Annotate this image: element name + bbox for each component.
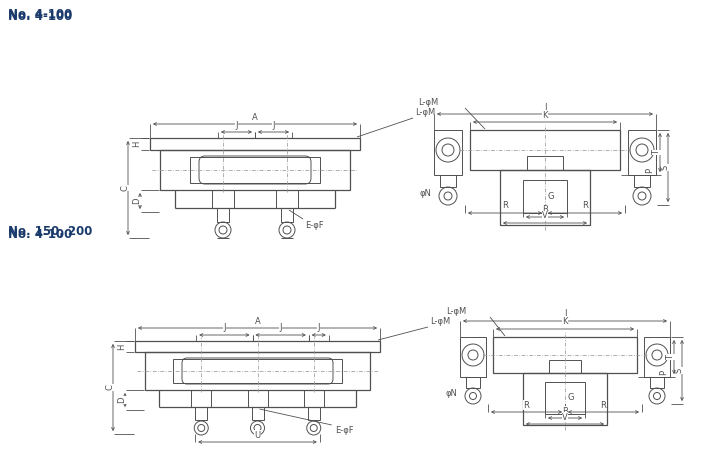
Text: K: K — [542, 111, 548, 120]
Text: φN: φN — [419, 189, 431, 198]
Text: C: C — [106, 385, 114, 391]
Bar — [190, 157, 320, 183]
Text: J: J — [318, 324, 320, 333]
Bar — [527, 156, 563, 170]
Text: A: A — [252, 112, 258, 122]
Bar — [150, 138, 360, 150]
Bar — [440, 175, 456, 187]
Bar — [634, 175, 650, 187]
Text: E-φF: E-φF — [335, 426, 353, 435]
Text: J: J — [279, 324, 282, 333]
Text: φN: φN — [445, 388, 457, 397]
Text: P: P — [659, 369, 669, 374]
Text: I: I — [544, 103, 546, 112]
Text: D: D — [118, 397, 126, 403]
Bar — [466, 377, 480, 388]
Bar — [523, 373, 607, 425]
Text: D: D — [133, 198, 142, 204]
Text: R: R — [582, 202, 588, 211]
Bar — [217, 208, 229, 222]
Text: No. 150, 200: No. 150, 200 — [8, 225, 92, 238]
Bar — [308, 407, 320, 420]
Text: L-φM: L-φM — [430, 317, 450, 326]
Text: R: R — [601, 400, 606, 410]
Text: J: J — [272, 121, 275, 130]
Text: G: G — [568, 393, 574, 402]
Bar — [650, 377, 664, 388]
Bar — [549, 360, 581, 373]
Bar — [252, 407, 264, 420]
Text: V: V — [542, 212, 548, 220]
Text: P: P — [645, 167, 654, 172]
Bar — [281, 208, 293, 222]
Text: No. 4-100: No. 4-100 — [8, 228, 72, 241]
Bar — [460, 337, 486, 377]
Bar — [195, 407, 207, 420]
Bar — [434, 130, 462, 175]
Text: J: J — [223, 324, 225, 333]
Text: U: U — [255, 431, 261, 440]
Text: H: H — [118, 343, 126, 350]
Bar — [523, 180, 567, 213]
Bar — [545, 382, 585, 414]
Text: H: H — [133, 141, 142, 147]
Text: No. 4-100: No. 4-100 — [8, 8, 72, 21]
Bar — [644, 337, 670, 377]
Bar — [500, 170, 590, 225]
Bar — [135, 341, 380, 352]
Text: R: R — [502, 202, 508, 211]
Bar — [160, 150, 350, 190]
Bar — [145, 352, 370, 390]
Text: L-φM: L-φM — [446, 307, 466, 316]
Text: R: R — [523, 400, 530, 410]
Bar — [493, 337, 637, 373]
Bar — [628, 130, 656, 175]
Text: L-φM: L-φM — [418, 98, 438, 107]
Bar — [173, 359, 342, 383]
Text: T: T — [666, 355, 676, 360]
Text: E-φF: E-φF — [305, 221, 323, 230]
Text: S: S — [661, 165, 669, 170]
Text: B: B — [562, 406, 568, 415]
Text: A: A — [255, 316, 260, 325]
Text: J: J — [235, 121, 238, 130]
Bar — [470, 130, 620, 170]
Text: K: K — [562, 318, 568, 327]
Text: I: I — [564, 310, 566, 319]
Text: B: B — [542, 206, 548, 215]
Text: T: T — [652, 150, 661, 155]
Text: L-φM: L-φM — [415, 108, 435, 117]
Text: C: C — [121, 185, 130, 191]
Text: S: S — [674, 368, 683, 373]
Text: V: V — [562, 413, 568, 422]
Text: No. 4-100: No. 4-100 — [8, 10, 72, 23]
Text: G: G — [548, 192, 554, 201]
